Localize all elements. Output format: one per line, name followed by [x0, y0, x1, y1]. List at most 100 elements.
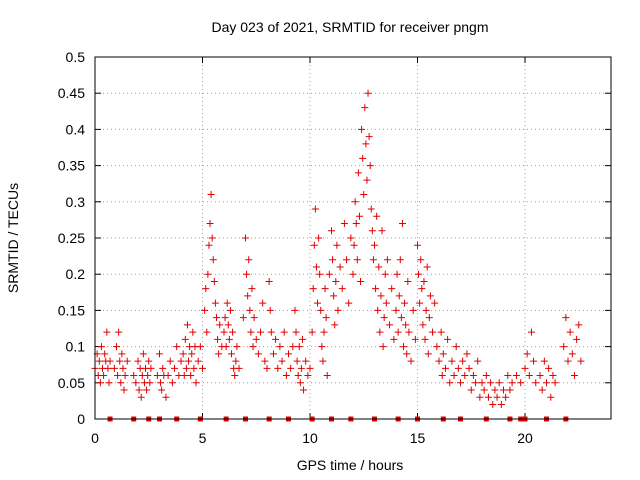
data-point	[508, 379, 516, 387]
data-point	[248, 285, 256, 293]
data-point	[394, 328, 402, 336]
data-point	[265, 277, 273, 285]
data-point	[314, 299, 322, 307]
data-point	[353, 256, 361, 264]
data-point	[317, 306, 325, 314]
data-point	[143, 386, 151, 394]
data-point	[243, 270, 251, 278]
data-point	[398, 220, 406, 228]
data-point	[426, 292, 434, 300]
data-point	[189, 328, 197, 336]
data-point	[543, 379, 550, 387]
data-point	[347, 234, 355, 242]
data-point	[139, 350, 147, 358]
data-point	[566, 328, 574, 336]
data-point	[331, 321, 339, 329]
data-point	[493, 393, 501, 401]
data-point	[480, 386, 488, 394]
data-point	[431, 299, 439, 307]
data-point	[199, 364, 206, 372]
y-tick-label: 0.5	[66, 49, 86, 65]
data-point	[294, 372, 302, 380]
data-point	[276, 343, 284, 351]
data-point	[330, 292, 338, 300]
x-tick-label: 15	[410, 430, 426, 446]
data-point	[367, 205, 375, 213]
data-point	[459, 357, 467, 365]
data-point	[397, 314, 405, 322]
data-point	[441, 364, 449, 372]
data-point	[357, 277, 365, 285]
data-point	[137, 393, 145, 401]
data-point	[145, 357, 153, 365]
data-point	[382, 299, 390, 307]
y-tick-label: 0.45	[58, 85, 85, 101]
data-point	[484, 393, 492, 401]
data-point	[159, 364, 167, 372]
data-point	[272, 335, 280, 343]
data-point	[254, 350, 262, 358]
y-tick-label: 0.4	[66, 121, 86, 137]
data-point	[415, 270, 423, 278]
data-point	[130, 372, 138, 380]
data-point	[495, 379, 503, 387]
data-point	[457, 379, 464, 387]
data-point	[158, 386, 166, 394]
data-point	[315, 234, 323, 242]
data-point	[168, 379, 176, 387]
chart-title: Day 023 of 2021, SRMTID for receiver png…	[211, 19, 488, 35]
data-point	[491, 386, 499, 394]
y-tick-label: 0.35	[58, 158, 85, 174]
data-point	[216, 321, 224, 329]
data-point	[212, 314, 220, 322]
data-point	[414, 241, 421, 249]
data-point	[306, 364, 314, 372]
data-point	[229, 328, 237, 336]
data-point	[147, 364, 155, 372]
y-tick-label: 0.15	[58, 302, 85, 318]
data-point	[298, 335, 306, 343]
data-point	[320, 328, 328, 336]
data-point	[242, 234, 249, 242]
data-point	[179, 350, 187, 358]
data-point	[545, 364, 553, 372]
data-point	[369, 256, 377, 264]
data-point	[378, 227, 386, 235]
data-point	[105, 379, 113, 387]
data-point	[403, 350, 411, 358]
data-point	[252, 335, 260, 343]
data-point	[363, 176, 371, 184]
data-point	[211, 299, 219, 307]
x-tick-label: 10	[302, 430, 318, 446]
y-axis-label: SRMTID / TECUs	[5, 183, 21, 293]
data-point	[380, 314, 388, 322]
data-point	[201, 306, 209, 314]
data-point	[202, 285, 210, 293]
data-point	[551, 379, 559, 387]
data-point	[396, 256, 404, 264]
data-point	[424, 350, 432, 358]
data-point	[425, 314, 433, 322]
y-axis-ticks: 0 0.05 0.1 0.15 0.2 0.25 0.3 0.35 0.4 0.45 0.5	[58, 49, 611, 427]
data-point	[116, 357, 124, 365]
data-point	[373, 212, 381, 220]
data-point	[104, 364, 112, 372]
data-point	[302, 357, 310, 365]
data-point	[291, 306, 299, 314]
data-point	[188, 350, 196, 358]
data-point	[177, 357, 185, 365]
data-point	[319, 357, 327, 365]
data-point	[239, 314, 247, 322]
data-point	[500, 386, 507, 394]
data-point	[182, 364, 190, 372]
data-point	[278, 357, 286, 365]
data-point	[207, 191, 215, 199]
data-point	[292, 328, 300, 336]
data-point	[196, 343, 204, 351]
data-point	[180, 372, 188, 380]
data-point	[409, 306, 417, 314]
data-point	[446, 379, 454, 387]
data-point	[530, 357, 538, 365]
data-point	[454, 364, 462, 372]
data-point	[192, 379, 200, 387]
